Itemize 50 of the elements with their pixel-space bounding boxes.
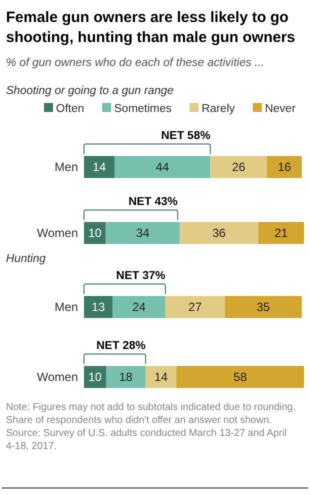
y-tick-label: Men xyxy=(54,300,78,314)
text: Shooting or going to a gun range xyxy=(6,85,174,97)
data-label: 10 xyxy=(88,226,102,240)
data-label: 24 xyxy=(132,300,146,314)
annotation: NET 43% xyxy=(128,196,178,208)
data-label: 44 xyxy=(156,160,170,174)
chart-title: Hunting xyxy=(6,253,46,265)
bar xyxy=(106,222,180,244)
bar xyxy=(176,366,304,388)
y-tick-label: Men xyxy=(54,160,78,174)
bar xyxy=(106,366,146,388)
bar xyxy=(146,366,176,388)
bar xyxy=(165,296,225,318)
data-label: 36 xyxy=(212,226,226,240)
data-label: 16 xyxy=(278,160,292,174)
data-label: 26 xyxy=(232,160,246,174)
bar xyxy=(224,296,302,318)
annotation: NET 28% xyxy=(96,340,146,352)
legend-label: Never xyxy=(264,103,296,115)
chart-title: Female gun owners are less likely to go shooting, hunting than male gun owners xyxy=(6,9,296,46)
legend-label: Rarely xyxy=(202,103,236,115)
annotation: NET 37% xyxy=(116,270,166,282)
legend-label: Often xyxy=(56,103,84,115)
legend-label: Sometimes xyxy=(114,103,172,115)
data-label: 18 xyxy=(119,370,133,384)
data-label: 27 xyxy=(188,300,202,314)
data-label: 21 xyxy=(274,226,288,240)
annotation: Note: Figures may not add to subtotals indicated due to rounding. Share of respondents who didn't offer an answer not shown. xyxy=(6,402,296,426)
bar xyxy=(84,156,114,178)
bar xyxy=(84,366,106,388)
chart-subtitle: % of gun owners who do each of these activities ... xyxy=(6,57,264,69)
bar xyxy=(258,222,304,244)
bar xyxy=(210,156,267,178)
data-label: 10 xyxy=(88,370,102,384)
bar xyxy=(84,296,113,318)
data-label: 13 xyxy=(92,300,106,314)
data-label: 35 xyxy=(256,300,270,314)
source-note: Source: Survey of U.S. adults conducted March 13-27 and April 4-18, 2017. xyxy=(6,428,287,452)
data-label: 14 xyxy=(92,160,106,174)
data-label: 34 xyxy=(136,226,150,240)
bar xyxy=(84,222,106,244)
data-label: 58 xyxy=(234,370,248,384)
data-label: 14 xyxy=(154,370,168,384)
y-tick-label: Women xyxy=(36,226,78,240)
bar xyxy=(266,156,302,178)
y-tick-label: Women xyxy=(36,370,78,384)
bar xyxy=(180,222,258,244)
bar xyxy=(112,296,166,318)
bar xyxy=(114,156,210,178)
annotation: NET 58% xyxy=(161,130,210,142)
